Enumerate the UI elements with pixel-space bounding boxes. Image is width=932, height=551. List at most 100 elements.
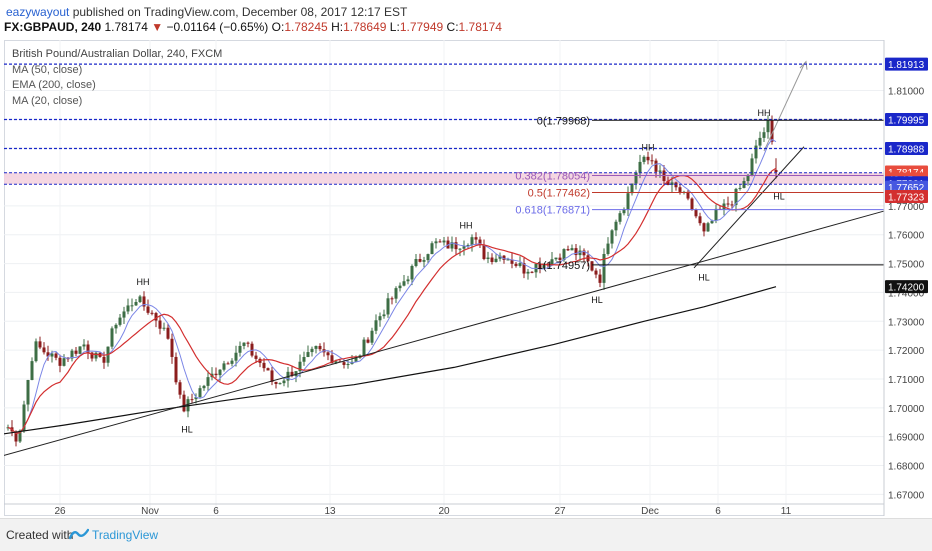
candle-body <box>734 188 738 206</box>
fib-label: 0.618(1.76871) <box>515 205 590 217</box>
candle-body <box>38 341 42 348</box>
candle-body <box>78 346 82 354</box>
candle-body <box>162 327 166 329</box>
candle-body <box>294 371 298 377</box>
ohlc-line: FX:GBPAUD, 240 1.78174 ▼ −0.01164 (−0.65… <box>4 20 502 34</box>
low-value: 1.77949 <box>399 20 444 34</box>
candle-body <box>218 369 222 376</box>
candle-body <box>458 248 462 250</box>
price-badge-label: 1.77323 <box>888 193 925 204</box>
open-value: 1.78245 <box>284 20 328 34</box>
candle-body <box>238 345 242 353</box>
candle-body <box>262 362 266 369</box>
candle-body <box>426 254 430 261</box>
time-axis[interactable]: 26 Nov 6 13 20 27 Dec 6 11 <box>4 503 884 516</box>
candle-body <box>730 204 734 206</box>
publish-line: eazywayout published on TradingView.com,… <box>6 5 407 19</box>
candle-body <box>642 156 646 162</box>
chart-header: eazywayout published on TradingView.com,… <box>0 0 932 40</box>
candle-body <box>538 263 542 269</box>
candle-body <box>334 361 338 364</box>
candle-body <box>230 360 234 364</box>
candle-body <box>290 371 294 377</box>
candle-body <box>502 255 506 260</box>
candle-body <box>406 279 410 282</box>
candle-body <box>194 397 198 400</box>
price-chart[interactable]: 0(1.79968) 0.382(1.78054) 0.5(1.77462) 0.61… <box>4 40 928 516</box>
candle-body <box>34 341 38 362</box>
candle-body <box>698 216 702 224</box>
price-badge <box>885 280 928 294</box>
candle-body <box>478 239 482 246</box>
candle-body <box>270 370 274 382</box>
candle-body <box>254 355 258 359</box>
annotation-label: HL <box>181 424 193 434</box>
candle-body <box>222 363 226 370</box>
tradingview-brand[interactable]: TradingView <box>92 528 159 542</box>
candle-body <box>398 285 402 289</box>
price-tick-label: 1.81000 <box>888 86 925 97</box>
author-link[interactable]: eazywayout <box>6 5 70 19</box>
candle-body <box>394 288 398 299</box>
candle-body <box>774 169 778 173</box>
candle-body <box>522 263 526 274</box>
candle-body <box>494 258 498 263</box>
high-value: 1.78649 <box>343 20 387 34</box>
candle-body <box>594 270 598 275</box>
price-badge <box>885 57 928 71</box>
candle-body <box>26 379 30 405</box>
candle-body <box>558 257 562 261</box>
price-tick-label: 1.68000 <box>888 462 925 473</box>
candle-body <box>526 271 530 274</box>
legend-ma20[interactable]: MA (20, close) <box>12 94 83 107</box>
time-tick-label: Nov <box>141 506 159 516</box>
legend-ema200[interactable]: EMA (200, close) <box>12 79 96 91</box>
price-tick-label: 1.72000 <box>888 346 925 357</box>
candle-body <box>554 257 558 260</box>
candle-body <box>634 172 638 184</box>
candle-body <box>102 356 106 363</box>
time-tick-label: 6 <box>715 506 721 516</box>
annotation-label: HH <box>460 220 473 230</box>
candle-body <box>170 338 174 357</box>
price-tick-label: 1.77000 <box>888 202 925 213</box>
time-tick-label: 13 <box>324 506 336 516</box>
candle-body <box>166 327 170 339</box>
price-tick-label: 1.70000 <box>888 404 925 415</box>
candle-body <box>86 344 90 353</box>
price-axis[interactable]: 1.67000 1.68000 1.69000 1.70000 1.71000 1.720… <box>883 40 928 516</box>
candle-body <box>382 314 386 317</box>
time-tick-label: 20 <box>438 506 450 516</box>
candle-body <box>442 240 446 243</box>
candle-body <box>314 345 318 349</box>
candle-body <box>266 368 270 371</box>
time-tick-label: 6 <box>213 506 219 516</box>
low-label: L: <box>389 20 400 34</box>
close-label: C: <box>446 20 459 34</box>
candle-body <box>82 344 86 347</box>
candle-body <box>638 161 642 173</box>
candle-body <box>666 180 670 185</box>
projection-line <box>763 64 805 152</box>
candle-body <box>738 187 742 189</box>
candle-body <box>94 352 98 359</box>
price-tick-label: 1.67000 <box>888 490 925 501</box>
price-tick-label: 1.76000 <box>888 231 925 242</box>
legend-ma50[interactable]: MA (50, close) <box>12 63 83 76</box>
candle-body <box>214 373 218 376</box>
candle-body <box>330 355 334 364</box>
candle-body <box>250 343 254 356</box>
candle-body <box>622 209 626 214</box>
candle-body <box>126 305 130 312</box>
symbol-label[interactable]: FX:GBPAUD, 240 <box>4 20 102 34</box>
candle-body <box>466 245 470 247</box>
candle-body <box>110 328 114 347</box>
candle-body <box>362 339 366 356</box>
candle-body <box>626 193 630 210</box>
candle-body <box>206 377 210 386</box>
candle-body <box>674 182 678 188</box>
candle-body <box>174 356 178 383</box>
candle-body <box>246 342 250 344</box>
candle-body <box>130 305 134 307</box>
candle-body <box>310 348 314 353</box>
